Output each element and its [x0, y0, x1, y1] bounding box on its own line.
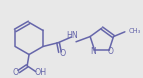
Text: CH₃: CH₃	[129, 28, 141, 34]
Text: O: O	[60, 49, 66, 58]
Text: OH: OH	[34, 68, 46, 77]
Text: O: O	[13, 68, 19, 77]
Text: O: O	[108, 47, 114, 56]
Text: N: N	[90, 47, 96, 56]
Text: HN: HN	[66, 31, 78, 40]
